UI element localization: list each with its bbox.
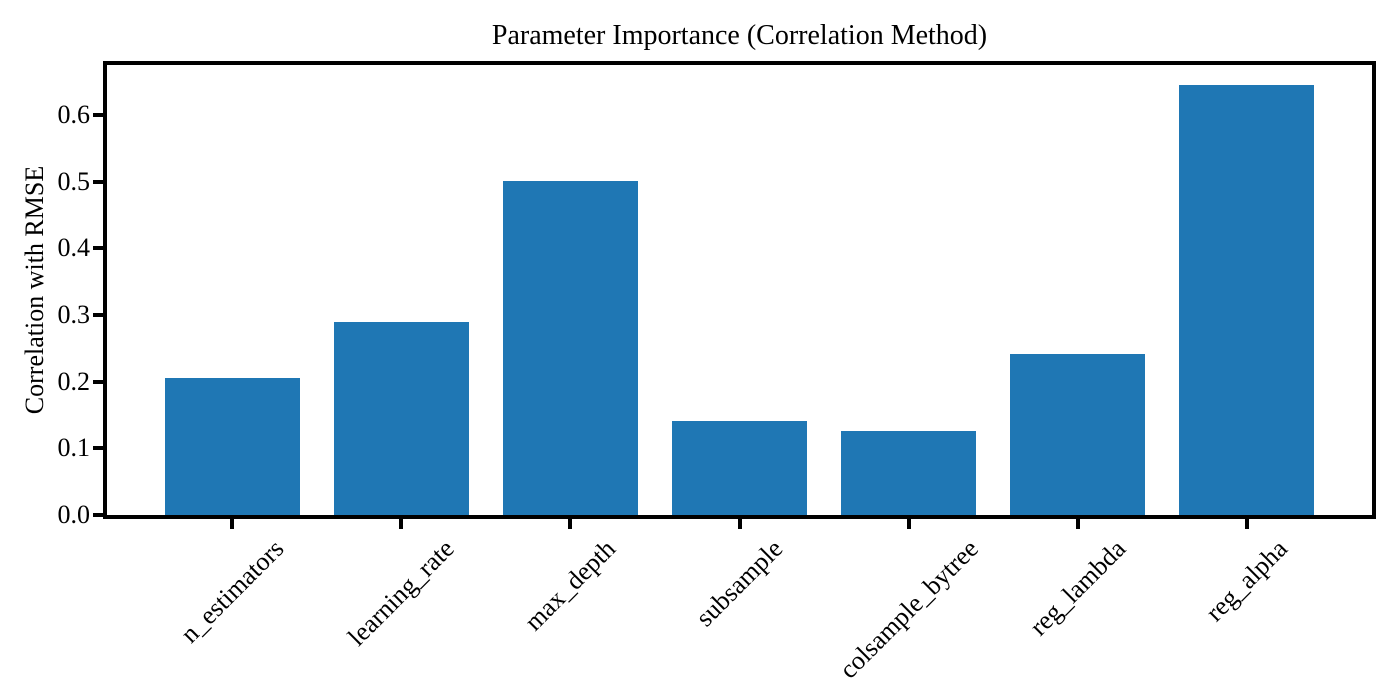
plot-area (103, 61, 1376, 519)
bar-n_estimators (164, 378, 300, 515)
y-tick-label: 0.2 (57, 366, 91, 396)
bar-colsample_bytree (840, 431, 977, 515)
bar-reg_alpha (1179, 85, 1315, 515)
x-tick-label: reg_lambda (1023, 534, 1131, 642)
y-tick-label: 0.4 (57, 233, 91, 263)
y-tick-mark (93, 179, 103, 184)
y-tick-label: 0.0 (57, 500, 91, 529)
y-tick-label: 0.3 (57, 300, 91, 329)
x-tick-label: learning_rate (342, 534, 460, 652)
y-tick-mark (93, 446, 103, 451)
y-tick-label: 0.5 (57, 166, 91, 196)
y-tick-mark (93, 313, 103, 317)
y-tick-label: 0.6 (57, 100, 91, 129)
x-tick-label: reg_alpha (1199, 534, 1293, 627)
bar-learning_rate (333, 321, 469, 515)
bar-subsample (671, 421, 808, 515)
bar-max_depth (502, 181, 639, 515)
y-tick-mark (93, 379, 103, 384)
x-tick-mark (230, 519, 235, 529)
x-tick-label: colsample_bytree (833, 534, 984, 685)
y-tick-mark (93, 113, 103, 117)
x-tick-mark (1075, 519, 1080, 529)
x-tick-label: subsample (689, 534, 789, 633)
x-tick-mark (737, 519, 742, 529)
chart-title: Parameter Importance (Correlation Method… (491, 20, 988, 51)
y-tick-mark (93, 246, 103, 251)
x-tick-label: max_depth (518, 534, 621, 637)
x-tick-mark (568, 519, 573, 529)
bar-reg_lambda (1010, 353, 1146, 515)
y-tick-label: 0.1 (57, 433, 91, 463)
x-tick-mark (906, 519, 911, 529)
x-tick-mark (1244, 519, 1249, 529)
x-tick-label: n_estimators (174, 534, 289, 649)
y-tick-mark (93, 513, 103, 517)
x-tick-mark (399, 519, 404, 529)
